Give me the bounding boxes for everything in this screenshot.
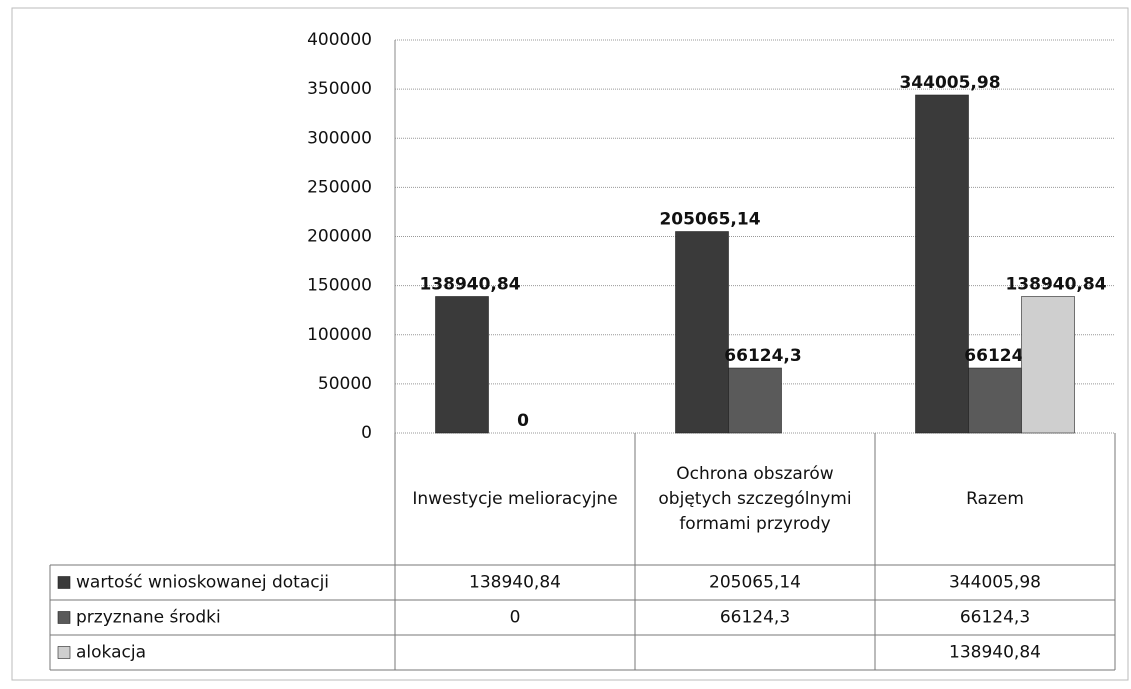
bar xyxy=(1021,296,1075,434)
category-cell: Ochrona obszarów objętych szczególnymi f… xyxy=(658,463,852,534)
y-tick-label: 400000 xyxy=(307,30,372,50)
y-tick-label: 250000 xyxy=(307,177,372,197)
bar xyxy=(728,367,782,434)
y-tick-label: 200000 xyxy=(307,227,372,247)
bar xyxy=(915,94,969,434)
value-label: 138940,84 xyxy=(1005,274,1106,294)
table-value: 138940,84 xyxy=(949,643,1041,663)
value-label: 66124,3 xyxy=(724,346,801,366)
frame xyxy=(11,7,1129,681)
bar xyxy=(968,367,1022,434)
table-value: 66124,3 xyxy=(720,608,790,628)
table-value: 205065,14 xyxy=(709,573,801,593)
legend-label: wartość wnioskowanej dotacji xyxy=(76,573,329,593)
table-value: 138940,84 xyxy=(469,573,561,593)
value-label: 138940,84 xyxy=(419,274,520,294)
value-label: 205065,14 xyxy=(659,210,760,230)
table-value: 66124,3 xyxy=(960,608,1030,628)
y-tick-label: 50000 xyxy=(318,374,372,394)
legend-label: alokacja xyxy=(76,643,146,663)
value-label: 344005,98 xyxy=(899,73,1000,93)
legend-swatch xyxy=(57,646,71,659)
y-tick-label: 0 xyxy=(361,423,372,443)
legend-swatch xyxy=(57,611,71,624)
bar xyxy=(675,231,729,434)
y-tick-label: 300000 xyxy=(307,128,372,148)
y-tick-label: 100000 xyxy=(307,325,372,345)
category-cell: Razem xyxy=(966,488,1024,509)
y-tick-label: 150000 xyxy=(307,276,372,296)
bar xyxy=(435,296,489,434)
legend-label: przyznane środki xyxy=(76,608,221,628)
table-value: 344005,98 xyxy=(949,573,1041,593)
x-tick-label: Ochrona obszarów objętych szczególnymi f… xyxy=(658,463,852,534)
table-value: 0 xyxy=(510,608,521,628)
y-tick-label: 350000 xyxy=(307,79,372,99)
x-tick-label: Razem xyxy=(966,488,1024,509)
legend-swatch xyxy=(57,576,71,589)
category-cell: Inwestycje melioracyjne xyxy=(412,488,618,509)
x-tick-label: Inwestycje melioracyjne xyxy=(412,488,618,509)
value-label: 0 xyxy=(517,411,529,431)
